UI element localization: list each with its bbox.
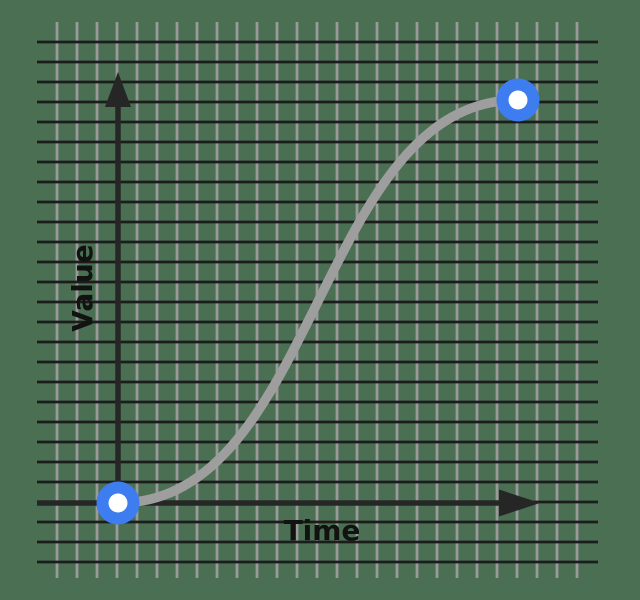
curve-endpoints: [96, 78, 540, 525]
x-axis-label: Time: [284, 514, 361, 547]
ease-in-out-curve-path: [113, 95, 523, 508]
y-axis-label: Value: [66, 244, 99, 332]
x-axis-arrow-icon: [499, 489, 540, 517]
y-axis-arrow-icon: [105, 72, 131, 107]
grid: [37, 22, 598, 578]
point-center-dot: [108, 493, 128, 513]
point-center-dot: [508, 90, 528, 110]
curve: [113, 95, 523, 508]
